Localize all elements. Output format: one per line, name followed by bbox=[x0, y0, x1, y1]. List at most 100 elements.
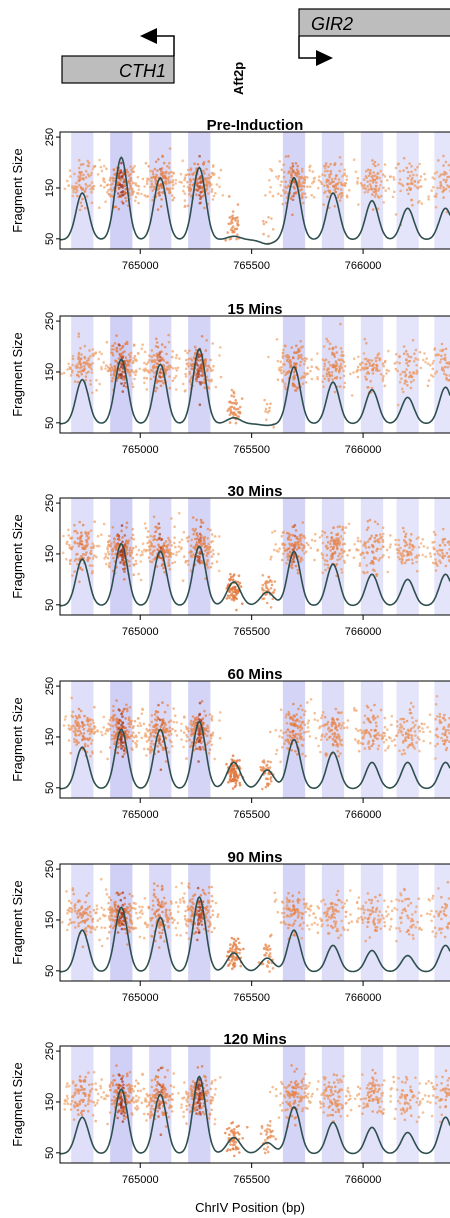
fragment-point bbox=[129, 546, 132, 550]
fragment-point bbox=[103, 926, 107, 930]
fragment-point bbox=[335, 542, 339, 546]
fragment-point bbox=[84, 206, 87, 210]
fragment-point bbox=[80, 531, 83, 534]
fragment-point bbox=[292, 907, 296, 911]
fragment-point bbox=[131, 556, 135, 560]
fragment-point bbox=[203, 732, 207, 736]
fragment-point bbox=[121, 891, 125, 894]
fragment-point bbox=[187, 365, 190, 368]
fragment-point bbox=[140, 736, 144, 740]
fragment-point bbox=[124, 356, 128, 359]
fragment-point bbox=[441, 541, 445, 544]
fragment-point bbox=[442, 186, 445, 189]
fragment-point bbox=[169, 191, 172, 194]
fragment-point bbox=[188, 193, 191, 196]
fragment-point bbox=[88, 736, 92, 740]
fragment-point bbox=[443, 353, 447, 357]
fragment-point bbox=[428, 713, 432, 716]
fragment-point bbox=[165, 545, 168, 549]
fragment-point bbox=[122, 749, 126, 752]
fragment-point bbox=[264, 220, 268, 224]
fragment-point bbox=[373, 160, 377, 164]
fragment-point bbox=[68, 365, 72, 369]
fragment-point bbox=[195, 533, 199, 537]
fragment-point bbox=[297, 172, 301, 176]
fragment-point bbox=[286, 555, 289, 558]
fragment-point bbox=[377, 187, 381, 190]
fragment-point bbox=[301, 185, 304, 188]
fragment-point bbox=[175, 551, 179, 554]
fragment-point bbox=[334, 367, 338, 371]
fragment-point bbox=[398, 728, 401, 732]
fragment-point bbox=[152, 515, 156, 519]
fragment-point bbox=[273, 588, 276, 592]
fragment-point bbox=[217, 552, 220, 556]
fragment-point bbox=[85, 359, 89, 363]
fragment-point bbox=[367, 174, 371, 178]
fragment-point bbox=[108, 917, 111, 920]
fragment-point bbox=[387, 745, 391, 748]
fragment-point bbox=[127, 179, 131, 183]
fragment-point bbox=[132, 538, 136, 541]
fragment-point bbox=[76, 542, 79, 545]
fragment-point bbox=[338, 557, 342, 561]
fragment-point bbox=[170, 174, 174, 178]
fragment-point bbox=[195, 188, 198, 191]
fragment-point bbox=[187, 357, 190, 361]
fragment-point bbox=[364, 375, 367, 379]
fragment-point bbox=[108, 727, 112, 731]
fragment-point bbox=[438, 544, 442, 547]
fragment-point bbox=[300, 170, 304, 173]
fragment-point bbox=[86, 744, 90, 748]
fragment-point bbox=[307, 719, 311, 722]
fragment-point bbox=[442, 527, 445, 531]
fragment-point bbox=[318, 175, 321, 178]
fragment-point bbox=[404, 739, 408, 742]
fragment-point bbox=[113, 714, 117, 717]
fragment-point bbox=[439, 549, 443, 552]
fragment-point bbox=[412, 726, 416, 729]
fragment-point bbox=[398, 355, 401, 359]
fragment-point bbox=[117, 721, 120, 725]
fragment-point bbox=[362, 570, 365, 574]
fragment-point bbox=[335, 377, 338, 380]
fragment-point bbox=[235, 608, 238, 612]
fragment-point bbox=[150, 180, 153, 183]
fragment-point bbox=[159, 384, 163, 388]
fragment-point bbox=[209, 367, 212, 370]
fragment-point bbox=[356, 539, 360, 543]
fragment-point bbox=[205, 908, 208, 912]
fragment-point bbox=[396, 369, 399, 373]
fragment-point bbox=[369, 562, 373, 565]
fragment-point bbox=[401, 526, 405, 530]
fragment-point bbox=[300, 916, 304, 919]
fragment-point bbox=[180, 181, 183, 184]
fragment-point bbox=[333, 364, 337, 368]
fragment-point bbox=[338, 525, 342, 528]
fragment-point bbox=[107, 188, 110, 192]
fragment-point bbox=[340, 548, 343, 552]
fragment-point bbox=[421, 727, 424, 730]
fragment-point bbox=[166, 920, 170, 924]
fragment-point bbox=[121, 755, 125, 758]
fragment-point bbox=[138, 905, 141, 909]
fragment-point bbox=[111, 354, 115, 357]
x-tick-label: 765000 bbox=[122, 809, 159, 821]
fragment-point bbox=[209, 175, 212, 179]
fragment-point bbox=[230, 592, 234, 595]
fragment-point bbox=[119, 354, 122, 358]
fragment-point bbox=[320, 534, 324, 537]
fragment-point bbox=[121, 351, 124, 355]
fragment-point bbox=[81, 163, 85, 166]
fragment-point bbox=[390, 723, 393, 727]
fragment-point bbox=[170, 740, 173, 744]
fragment-point bbox=[96, 173, 100, 176]
fragment-point bbox=[295, 172, 298, 175]
fragment-point bbox=[338, 369, 341, 373]
fragment-point bbox=[112, 179, 115, 183]
fragment-point bbox=[383, 734, 387, 738]
fragment-point bbox=[379, 708, 383, 712]
fragment-point bbox=[434, 372, 437, 375]
fragment-point bbox=[84, 539, 88, 542]
fragment-point bbox=[444, 160, 448, 164]
